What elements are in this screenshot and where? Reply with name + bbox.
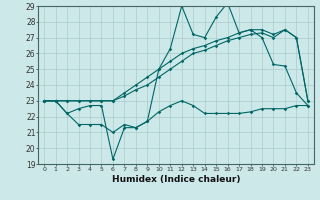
X-axis label: Humidex (Indice chaleur): Humidex (Indice chaleur) — [112, 175, 240, 184]
